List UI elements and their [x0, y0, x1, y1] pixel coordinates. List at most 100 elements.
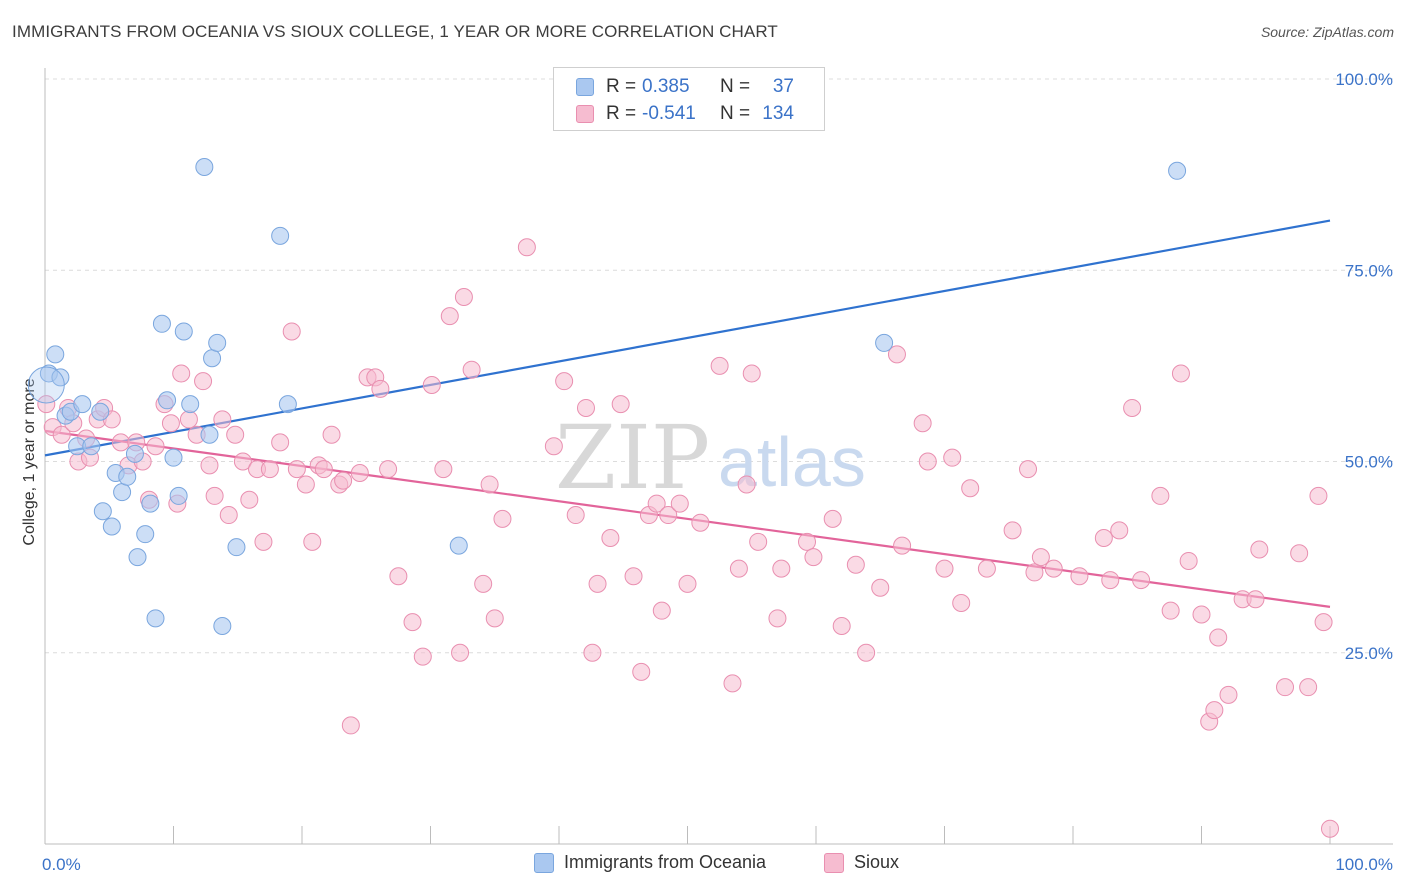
series-legend-sioux[interactable]: Sioux: [824, 852, 899, 873]
point-oceania: [93, 502, 112, 521]
point-oceania: [875, 333, 894, 352]
point-sioux: [710, 356, 729, 375]
y-tick-label: 50.0%: [1345, 453, 1393, 472]
legend-row-sioux: R = -0.541 N = 134: [576, 103, 794, 125]
point-sioux: [935, 559, 954, 578]
point-oceania: [51, 368, 70, 387]
series-oceania-points: [27, 157, 1187, 635]
point-oceania: [125, 444, 144, 463]
point-oceania: [152, 314, 171, 333]
point-sioux: [624, 567, 643, 586]
point-sioux: [611, 395, 630, 414]
point-sioux: [691, 513, 710, 532]
point-oceania: [174, 322, 193, 341]
point-sioux: [434, 460, 453, 479]
point-sioux: [1314, 613, 1333, 632]
point-sioux: [474, 574, 493, 593]
point-sioux: [371, 379, 390, 398]
y-tick-label: 25.0%: [1345, 644, 1393, 663]
point-oceania: [181, 395, 200, 414]
point-sioux: [271, 433, 290, 452]
point-sioux: [462, 360, 481, 379]
point-oceania: [128, 548, 147, 567]
trend-line-oceania: [44, 219, 1331, 457]
point-sioux: [1019, 460, 1038, 479]
x-tick-label-max: 100.0%: [1335, 855, 1393, 874]
series-label-oceania: Immigrants from Oceania: [564, 852, 767, 872]
point-sioux: [1094, 529, 1113, 547]
point-sioux: [287, 460, 306, 479]
point-sioux: [918, 452, 937, 471]
point-sioux: [588, 574, 607, 593]
point-sioux: [798, 532, 817, 551]
legend-r-value: 0.385: [642, 76, 690, 97]
point-sioux: [260, 460, 279, 479]
point-sioux: [652, 601, 671, 620]
point-sioux: [480, 475, 499, 494]
point-sioux: [678, 574, 697, 593]
point-oceania: [27, 366, 65, 404]
point-sioux: [566, 506, 585, 525]
point-sioux: [804, 548, 823, 567]
point-sioux: [1123, 398, 1142, 417]
point-sioux: [334, 471, 353, 490]
point-oceania: [200, 425, 219, 444]
point-oceania: [146, 609, 165, 628]
legend-row-oceania: R = 0.385 N = 37: [576, 76, 794, 98]
series-sioux-points: [37, 238, 1339, 838]
point-oceania: [169, 486, 188, 505]
series-label-sioux: Sioux: [854, 852, 900, 872]
point-sioux: [576, 398, 595, 417]
point-sioux: [161, 414, 180, 433]
point-sioux: [670, 494, 689, 513]
point-sioux: [485, 609, 504, 628]
point-sioux: [205, 486, 224, 505]
point-sioux: [768, 609, 787, 628]
point-sioux: [1290, 544, 1309, 563]
point-sioux: [517, 238, 536, 257]
point-oceania: [73, 395, 92, 414]
point-sioux: [1110, 521, 1129, 540]
point-sioux: [1205, 701, 1224, 720]
point-sioux: [1250, 540, 1269, 559]
point-sioux: [213, 410, 232, 429]
point-sioux: [172, 364, 191, 383]
point-sioux: [846, 555, 865, 574]
point-sioux: [37, 395, 56, 414]
point-sioux: [659, 506, 678, 525]
legend-n-label: N =: [720, 103, 751, 124]
point-sioux: [647, 494, 666, 513]
watermark-zip: ZIP: [555, 406, 710, 509]
point-oceania: [136, 525, 155, 544]
legend-n-value: 37: [772, 76, 794, 97]
point-sioux: [1132, 571, 1151, 590]
point-sioux: [1151, 486, 1170, 505]
series-swatch-sioux: [824, 852, 844, 873]
point-sioux: [1025, 563, 1044, 582]
point-sioux: [314, 460, 333, 479]
point-sioux: [729, 559, 748, 578]
point-sioux: [422, 376, 441, 394]
correlation-legend: R = 0.385 N = 37 R = -0.541 N = 134: [553, 67, 825, 131]
point-sioux: [303, 532, 322, 551]
point-sioux: [772, 559, 791, 578]
point-oceania: [113, 483, 132, 502]
point-sioux: [200, 456, 219, 475]
point-sioux: [1246, 590, 1265, 609]
point-oceania: [278, 395, 297, 414]
point-sioux: [254, 532, 273, 551]
point-sioux: [1299, 678, 1318, 697]
chart-title: IMMIGRANTS FROM OCEANIA VS SIOUX COLLEGE…: [12, 22, 778, 41]
point-sioux: [913, 414, 932, 433]
point-oceania: [91, 402, 110, 421]
point-sioux: [1179, 551, 1198, 570]
point-sioux: [1070, 567, 1089, 586]
legend-swatch-oceania: [576, 78, 594, 96]
point-sioux: [322, 425, 341, 444]
point-sioux: [179, 410, 198, 429]
legend-swatch-sioux: [576, 105, 594, 123]
legend-n-value: 134: [762, 103, 794, 124]
series-legend-oceania[interactable]: Immigrants from Oceania: [534, 852, 766, 873]
point-oceania: [164, 448, 183, 467]
